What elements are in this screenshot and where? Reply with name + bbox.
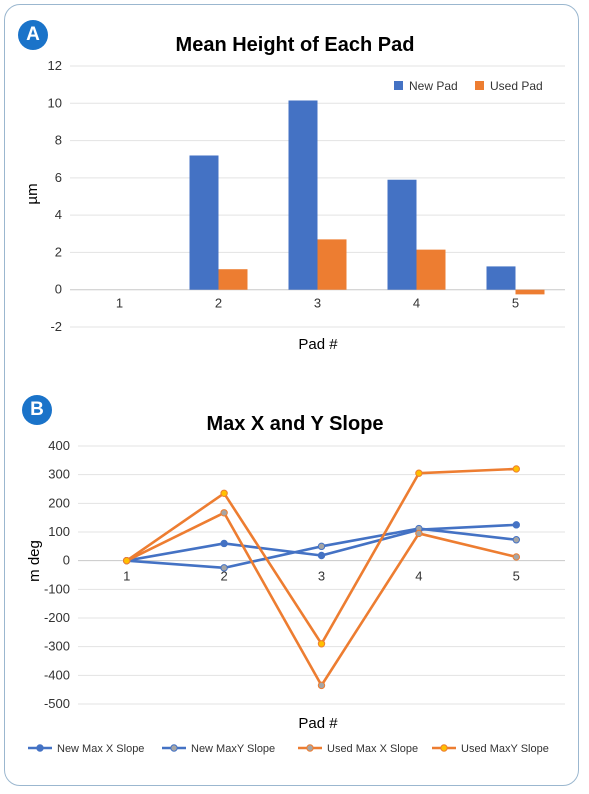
figure-panel [4,4,579,786]
panel-a-badge: A [18,20,48,50]
panel-b-badge: B [22,395,52,425]
